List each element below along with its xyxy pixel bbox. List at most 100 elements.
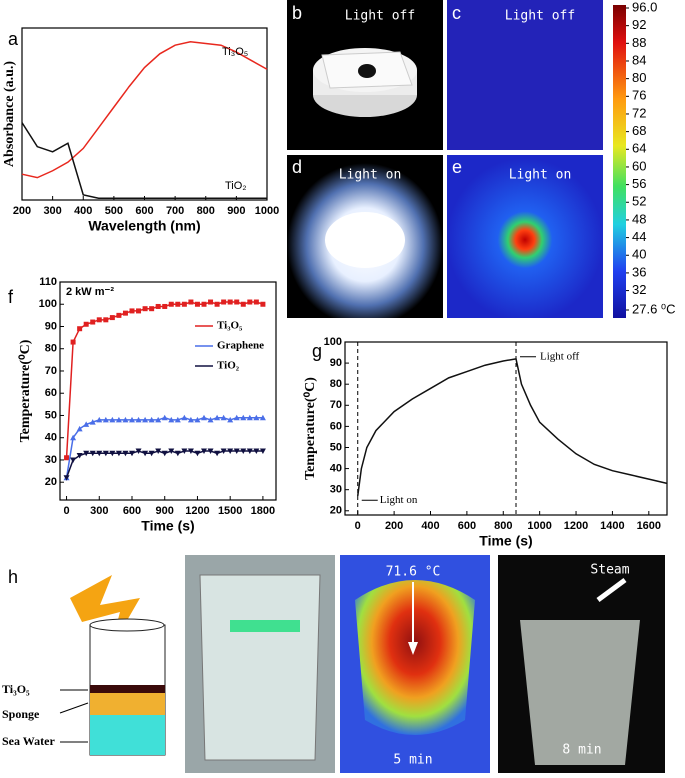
legend-label: Graphene [217,340,264,352]
marker [83,321,89,327]
colorbar-label: 32 [632,282,646,297]
colorbar-label: 56 [632,176,646,191]
diagram-label: Ti₃O₅ [2,682,30,696]
marker [221,299,227,305]
marker [201,301,207,307]
photo-text: 5 min [393,753,432,768]
x-tick-label: 0 [63,505,69,517]
colorbar-label: 76 [632,88,646,103]
y-tick-label: 100 [39,298,57,310]
marker [188,299,194,305]
marker [253,414,260,421]
series-line [21,122,267,200]
marker [162,303,168,309]
diagram-label: Sponge [2,707,40,721]
marker [246,448,253,455]
marker [70,339,76,345]
y-tick-label: 110 [39,276,57,288]
legend-label: TiO₂ [217,360,240,372]
x-tick-label: 1200 [564,520,588,532]
marker [135,448,142,455]
marker [109,315,115,321]
y-tick-label: 70 [330,399,342,411]
x-tick-label: 400 [74,205,92,217]
marker [207,448,214,455]
x-tick-label: 400 [421,520,439,532]
marker [161,414,168,421]
marker [207,416,214,423]
device-diagram [59,575,166,756]
marker [103,317,109,323]
colorbar-label: 36 [632,264,646,279]
marker [149,306,155,312]
marker [233,414,240,421]
colorbar [613,5,626,318]
marker [233,448,240,455]
marker [240,448,247,455]
marker [253,299,259,305]
x-axis-label: Wavelength (nm) [88,218,200,234]
y-tick-label: 40 [45,432,57,444]
marker [181,448,188,455]
marker [227,299,233,305]
marker [109,450,116,457]
panel-letter: f [8,287,14,307]
photos [185,0,665,773]
marker [148,416,155,423]
y-tick-label: 80 [330,378,342,390]
photo-text: 8 min [562,743,601,758]
marker [102,450,109,457]
photo-text: Steam [590,563,629,578]
panel-letter: c [452,3,461,23]
marker [259,448,266,455]
x-tick-label: 500 [105,205,123,217]
colorbar-label: 48 [632,211,646,226]
y-tick-label: 30 [330,484,342,496]
colorbar-label: 96.0 [632,0,657,14]
panel-letter: d [292,157,302,177]
marker [83,450,90,457]
x-tick-label: 1800 [251,505,275,517]
marker [227,416,234,423]
annotation: Light off [540,350,580,362]
marker [208,299,214,305]
marker [135,416,142,423]
marker [174,416,181,423]
marker [214,301,220,307]
colorbar-label: 88 [632,35,646,50]
marker [109,416,116,423]
photo-text: Light off [505,9,575,24]
x-tick-label: 1400 [600,520,624,532]
series-line [356,358,668,497]
x-tick-label: 300 [90,505,108,517]
y-tick-label: 20 [330,505,342,517]
marker [187,416,194,423]
marker [168,301,174,307]
colorbar-label: 92 [632,17,646,32]
marker [76,425,83,432]
marker [194,450,201,457]
marker [253,448,260,455]
x-tick-label: 1200 [185,505,209,517]
y-tick-label: 50 [330,441,342,453]
marker [246,414,253,421]
panel-letter: b [292,3,302,23]
x-tick-label: 800 [197,205,215,217]
x-tick-label: 900 [227,205,245,217]
marker [240,414,247,421]
marker [142,416,149,423]
marker [96,416,103,423]
marker [136,308,142,314]
marker [116,312,122,318]
colorbar-label: 40 [632,247,646,262]
y-axis-label: Temperature(⁰C) [303,377,318,480]
marker [148,450,155,457]
x-tick-label: 1000 [527,520,551,532]
marker [220,448,227,455]
x-tick-label: 1600 [637,520,661,532]
x-tick-label: 700 [166,205,184,217]
y-tick-label: 90 [45,320,57,332]
marker [260,301,266,307]
marker [129,450,135,457]
marker [89,450,96,457]
